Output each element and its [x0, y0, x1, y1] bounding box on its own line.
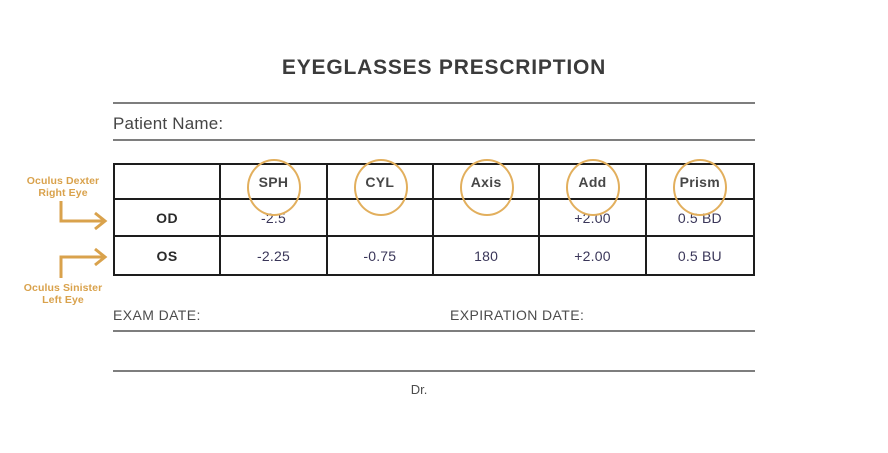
expiration-date-label: EXPIRATION DATE:	[450, 307, 585, 323]
patient-name-label: Patient Name:	[113, 114, 224, 133]
table-header-sph: SPH	[221, 165, 328, 200]
row-label-os: OS	[115, 237, 222, 274]
od-arrow-line	[59, 201, 103, 223]
os-arrow-line	[59, 255, 103, 278]
cell-os-add: +2.00	[540, 237, 647, 274]
doctor-signature-line	[113, 370, 755, 372]
table-header-empty	[115, 165, 222, 200]
page-title: EYEGLASSES PRESCRIPTION	[281, 56, 607, 79]
os-annotation: Oculus Sinister Left Eye	[8, 282, 118, 306]
os-annotation-line1: Oculus Sinister	[23, 282, 103, 294]
od-arrowhead-icon	[94, 211, 108, 231]
table-header-cyl: CYL	[327, 165, 434, 200]
table-header-add: Add	[540, 165, 647, 200]
cell-od-cyl	[327, 200, 434, 237]
os-arrowhead-icon	[94, 247, 108, 267]
cell-os-prism: 0.5 BU	[677, 247, 722, 264]
table-header-prism: Prism	[646, 165, 753, 200]
dates-fill-line	[113, 330, 755, 332]
cell-os-sph: -2.25	[221, 237, 328, 274]
cell-od-add: +2.00	[540, 200, 647, 237]
top-rule	[113, 102, 755, 104]
cell-os-axis: 180	[434, 237, 541, 274]
row-label-od: OD	[115, 200, 222, 237]
exam-date-label: EXAM DATE:	[113, 307, 201, 323]
os-annotation-line2: Left Eye	[42, 294, 84, 306]
od-annotation: Oculus Dexter Right Eye	[8, 175, 118, 199]
patient-name-fill-line	[113, 139, 755, 141]
cell-od-sph: -2.5	[221, 200, 328, 237]
cell-od-axis	[434, 200, 541, 237]
od-annotation-line1: Oculus Dexter	[26, 175, 100, 187]
cell-od-prism: 0.5 BD	[646, 200, 753, 237]
doctor-label: Dr.	[410, 382, 428, 397]
cell-os-cyl: -0.75	[328, 237, 434, 274]
table-header-axis: Axis	[434, 165, 541, 200]
prescription-table: SPH CYL Axis Add Prism OD -2.5 +2.00 0.5…	[113, 159, 755, 276]
od-annotation-line2: Right Eye	[38, 187, 88, 199]
